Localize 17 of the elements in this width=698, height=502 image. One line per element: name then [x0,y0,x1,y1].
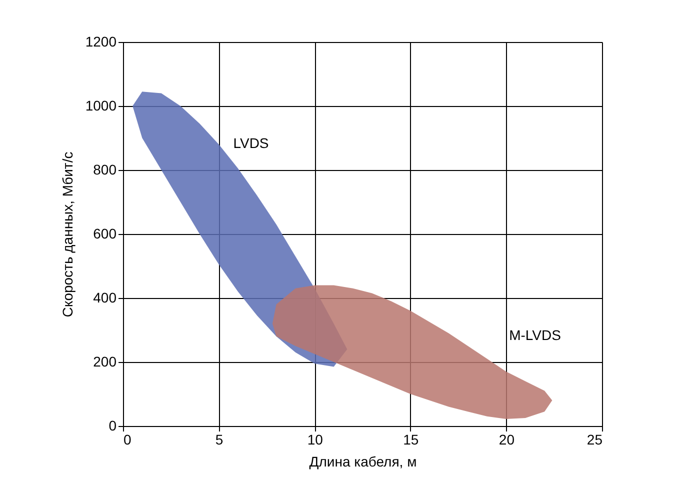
y-tick-label: 1200 [85,34,117,50]
y-tick-label: 400 [93,290,117,306]
x-tick-label: 0 [124,432,132,448]
x-axis-title: Длина кабеля, м [309,454,417,470]
y-tick-label: 600 [93,226,117,242]
y-axis-title: Скорость данных, Мбит/с [59,152,76,318]
x-tick-label: 5 [215,432,224,448]
y-tick-label: 200 [93,354,117,370]
y-tick-label: 0 [108,418,117,434]
x-tick-label: 10 [307,432,324,448]
series-label: M-LVDS [509,327,561,343]
x-tick-label: 25 [586,432,603,448]
x-tick-label: 20 [498,432,515,448]
series-label: LVDS [233,135,269,151]
y-tick-label: 1000 [85,98,117,114]
x-tick-label: 15 [403,432,419,448]
y-tick-label: 800 [93,162,117,178]
